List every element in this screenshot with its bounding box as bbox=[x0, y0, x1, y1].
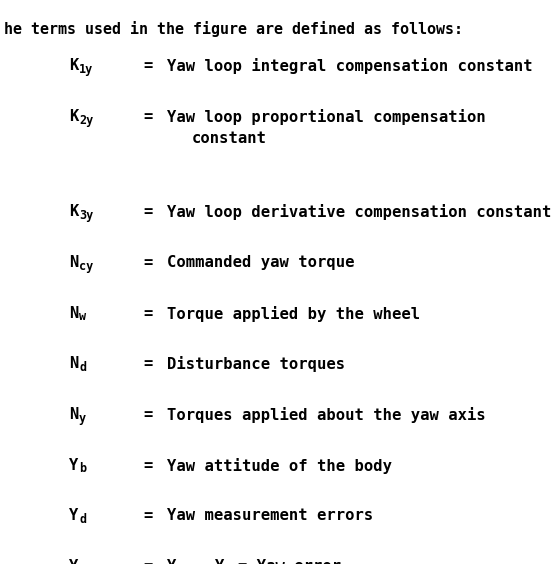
Text: =: = bbox=[143, 58, 153, 73]
Text: 1y: 1y bbox=[79, 63, 93, 76]
Text: 2y: 2y bbox=[79, 114, 93, 127]
Text: Torque applied by the wheel: Torque applied by the wheel bbox=[166, 306, 420, 321]
Text: Torques applied about the yaw axis: Torques applied about the yaw axis bbox=[166, 407, 486, 423]
Text: Y: Y bbox=[69, 457, 79, 473]
Text: =: = bbox=[143, 508, 153, 523]
Text: =: = bbox=[143, 204, 153, 219]
Text: w: w bbox=[79, 310, 86, 323]
Text: Commanded yaw torque: Commanded yaw torque bbox=[166, 255, 354, 270]
Text: =: = bbox=[143, 356, 153, 371]
Text: =: = bbox=[143, 255, 153, 270]
Text: Y: Y bbox=[69, 559, 79, 564]
Text: d: d bbox=[79, 513, 86, 526]
Text: -: - bbox=[185, 559, 214, 564]
Text: he terms used in the figure are defined as follows:: he terms used in the figure are defined … bbox=[4, 21, 463, 37]
Text: = Yaw error: = Yaw error bbox=[238, 559, 341, 564]
Text: Yaw attitude of the body: Yaw attitude of the body bbox=[166, 457, 392, 474]
Text: Yaw loop integral compensation constant: Yaw loop integral compensation constant bbox=[166, 58, 532, 74]
Text: Y: Y bbox=[215, 559, 224, 564]
Text: b: b bbox=[79, 462, 86, 475]
Text: =: = bbox=[143, 457, 153, 473]
Text: K: K bbox=[69, 109, 79, 124]
Text: N: N bbox=[69, 306, 79, 320]
Text: Yaw loop derivative compensation constant: Yaw loop derivative compensation constan… bbox=[166, 204, 551, 220]
Text: =: = bbox=[143, 306, 153, 320]
Text: N: N bbox=[69, 255, 79, 270]
Text: =: = bbox=[143, 407, 153, 422]
Text: K: K bbox=[69, 58, 79, 73]
Text: Yaw measurement errors: Yaw measurement errors bbox=[166, 508, 373, 523]
Text: Y: Y bbox=[69, 508, 79, 523]
Text: =: = bbox=[143, 109, 153, 124]
Text: Disturbance torques: Disturbance torques bbox=[166, 356, 345, 372]
Text: y: y bbox=[79, 412, 86, 425]
Text: cy: cy bbox=[79, 259, 93, 272]
Text: Yaw loop proportional compensation: Yaw loop proportional compensation bbox=[166, 109, 486, 125]
Text: N: N bbox=[69, 407, 79, 422]
Text: =: = bbox=[143, 559, 153, 564]
Text: constant: constant bbox=[191, 131, 266, 146]
Text: K: K bbox=[69, 204, 79, 219]
Text: 3y: 3y bbox=[79, 209, 93, 222]
Text: N: N bbox=[69, 356, 79, 371]
Text: Y: Y bbox=[166, 559, 176, 564]
Text: d: d bbox=[79, 361, 86, 374]
